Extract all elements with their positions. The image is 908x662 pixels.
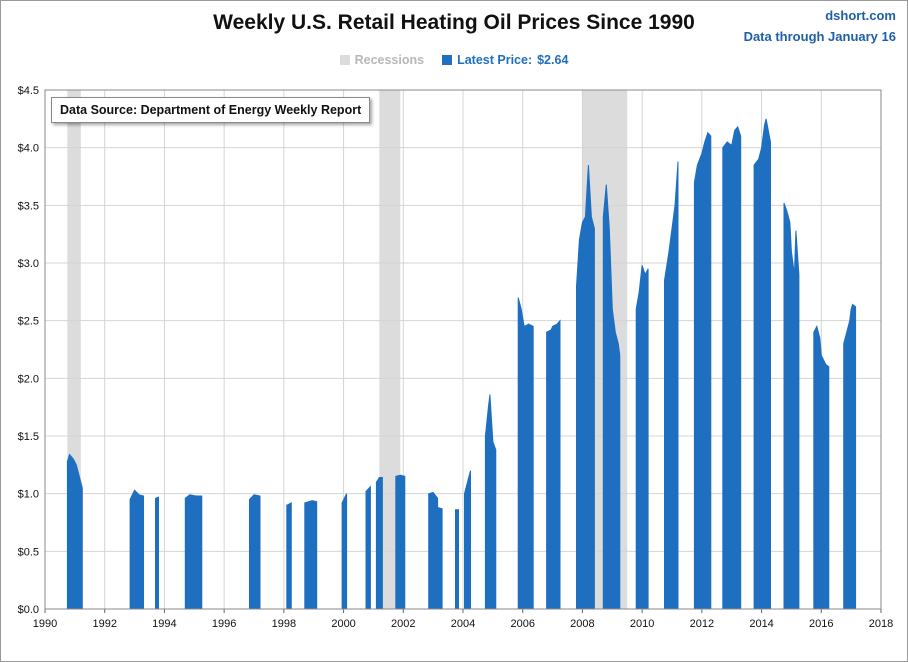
- legend-recession-label: Recessions: [354, 53, 425, 67]
- x-tick-label-4: 1998: [272, 618, 296, 630]
- price-segment-2: [155, 496, 159, 610]
- price-segment-18: [576, 164, 595, 610]
- data-through-label: Data through January 16: [743, 29, 896, 44]
- y-tick-label-7: $3.5: [18, 200, 39, 212]
- x-tick-label-2: 1994: [152, 618, 176, 630]
- price-segment-11: [428, 491, 439, 610]
- x-tick-label-1: 1992: [92, 618, 116, 630]
- x-tick-label-14: 2018: [869, 618, 893, 630]
- price-segment-6: [304, 500, 318, 610]
- chart-legend: Recessions Latest Price: $2.64: [0, 53, 908, 67]
- x-tick-label-6: 2002: [391, 618, 415, 630]
- price-segment-12: [437, 506, 443, 610]
- price-segment-4: [249, 494, 261, 610]
- x-tick-label-10: 2010: [630, 618, 654, 630]
- y-tick-label-0: $0.0: [18, 604, 39, 616]
- x-tick-label-7: 2004: [451, 618, 475, 630]
- y-tick-label-6: $3.0: [18, 258, 39, 270]
- brand-block: dshort.com Data through January 16: [744, 5, 896, 47]
- x-tick-label-9: 2008: [570, 618, 594, 630]
- price-segment-24: [753, 118, 771, 610]
- x-tick-label-11: 2012: [690, 618, 714, 630]
- price-segment-16: [517, 297, 534, 610]
- price-segment-21: [664, 161, 679, 610]
- y-tick-label-3: $1.5: [18, 431, 39, 443]
- legend-latest: Latest Price: $2.64: [442, 53, 568, 67]
- legend-series-swatch: [442, 55, 453, 65]
- price-segment-3: [184, 494, 203, 610]
- y-tick-label-8: $4.0: [18, 143, 39, 155]
- price-segment-15: [484, 394, 497, 610]
- legend-recessions: Recessions: [339, 53, 425, 67]
- price-segment-8: [365, 485, 371, 610]
- x-tick-label-13: 2016: [809, 618, 833, 630]
- price-segment-19: [602, 184, 621, 610]
- price-segment-23: [722, 125, 742, 610]
- x-tick-label-12: 2014: [749, 618, 773, 630]
- price-segment-17: [546, 319, 561, 610]
- legend-recession-swatch: [339, 55, 350, 65]
- x-tick-label-5: 2000: [331, 618, 355, 630]
- price-segment-9: [375, 477, 383, 610]
- price-segment-0: [66, 453, 83, 610]
- y-tick-label-2: $1.0: [18, 489, 39, 501]
- y-tick-label-1: $0.5: [18, 546, 39, 558]
- y-tick-label-4: $2.0: [18, 373, 39, 385]
- x-tick-label-3: 1996: [212, 618, 236, 630]
- recession-band-1: [379, 90, 401, 609]
- price-segment-27: [843, 303, 857, 610]
- chart-title: Weekly U.S. Retail Heating Oil Prices Si…: [213, 11, 695, 34]
- price-segment-13: [455, 509, 459, 610]
- price-segment-20: [635, 265, 649, 610]
- price-segment-10: [395, 474, 406, 610]
- source-note: Data Source: Department of Energy Weekly…: [51, 97, 371, 123]
- legend-latest-label: Latest Price:: [457, 53, 533, 67]
- price-segment-25: [783, 202, 800, 610]
- price-segment-1: [129, 489, 144, 610]
- price-segment-22: [693, 131, 712, 610]
- legend-latest-value: $2.64: [537, 53, 569, 67]
- y-tick-label-9: $4.5: [18, 85, 39, 97]
- price-segment-5: [286, 502, 292, 610]
- plot-area-border: [44, 89, 882, 610]
- price-segment-14: [464, 470, 471, 610]
- x-tick-label-8: 2006: [510, 618, 534, 630]
- price-segment-26: [813, 325, 830, 610]
- price-segment-7: [341, 493, 348, 610]
- brand-name[interactable]: dshort.com: [825, 8, 896, 23]
- y-tick-label-5: $2.5: [18, 316, 39, 328]
- x-tick-label-0: 1990: [33, 618, 57, 630]
